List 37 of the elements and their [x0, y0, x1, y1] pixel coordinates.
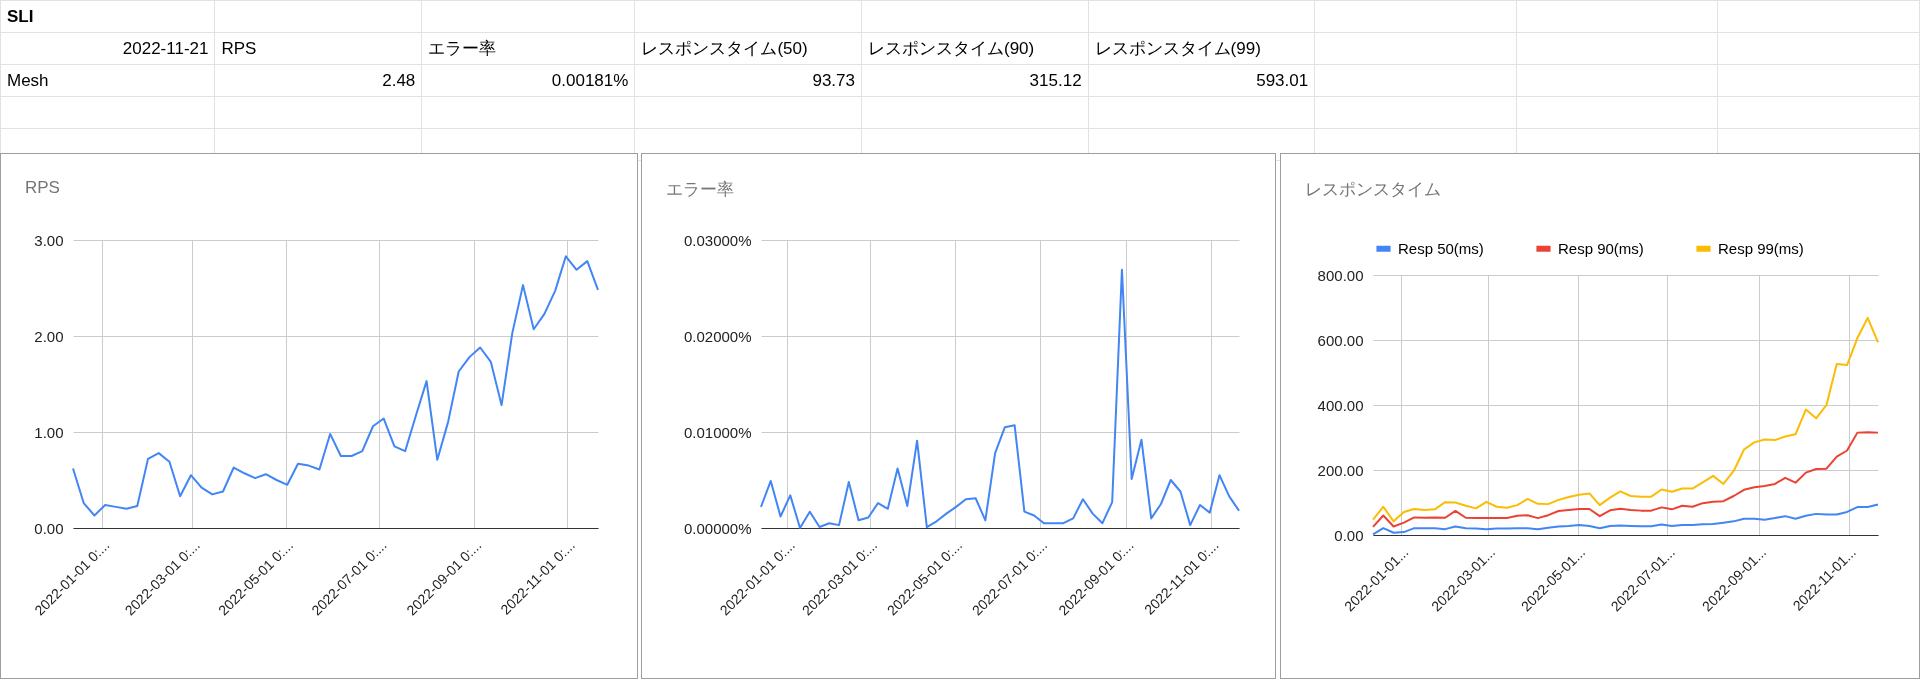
y-tick-label: 800.00	[1317, 266, 1364, 284]
y-tick-label: 0.00	[34, 519, 64, 537]
line-series	[72, 255, 599, 517]
chart-title: レスポンスタイム	[1305, 179, 1441, 201]
y-tick-label: 0.02000%	[683, 327, 752, 345]
y-tick-label: 2.00	[34, 327, 64, 345]
category-label: レスポンスタイム(50)	[634, 32, 862, 65]
legend-label: Resp 50(ms)	[1398, 239, 1484, 257]
text: 315.12	[1029, 70, 1082, 90]
y-tick-label: 600.00	[1317, 331, 1364, 349]
text: SLI	[0, 0, 215, 33]
y-tick-label: 400.00	[1317, 396, 1364, 414]
line-series	[760, 268, 1240, 529]
y-tick-label: 1.00	[34, 423, 64, 441]
text: Mesh	[7, 70, 49, 90]
legend-label: Resp 90(ms)	[1558, 239, 1644, 257]
chart-title: エラー率	[666, 179, 734, 201]
text: 93.73	[812, 70, 855, 90]
chart-title: RPS	[25, 178, 60, 198]
legend-label: Resp 99(ms)	[1718, 239, 1804, 257]
text: 0.00181%	[551, 70, 629, 90]
line-series	[1372, 503, 1879, 536]
y-tick-label: 3.00	[34, 231, 64, 249]
y-tick-label: 0.00000%	[683, 519, 752, 537]
line-series	[1372, 316, 1879, 523]
y-tick-label: 0.01000%	[683, 423, 752, 441]
category-label: エラー率	[421, 32, 635, 65]
y-tick-label: 0.00	[1334, 526, 1364, 544]
text: 593.01	[1256, 70, 1309, 90]
line-series	[1372, 431, 1879, 528]
category-label: 2022-11-21	[0, 32, 215, 65]
category-label: RPS	[214, 32, 422, 65]
text: 2.48	[382, 70, 416, 90]
category-label: レスポンスタイム(99)	[1088, 32, 1315, 65]
y-tick-label: 0.03000%	[683, 231, 752, 249]
y-tick-label: 200.00	[1317, 461, 1364, 479]
category-label: レスポンスタイム(90)	[861, 32, 1089, 65]
